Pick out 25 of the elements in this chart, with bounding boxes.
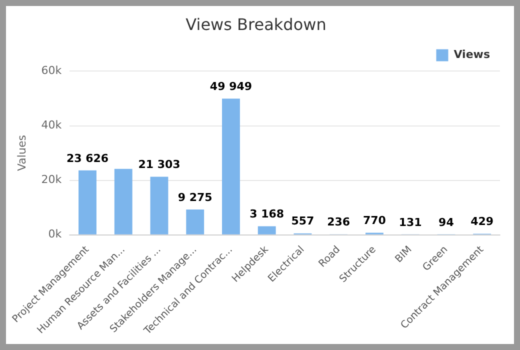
data-label: 23 626 <box>66 152 109 165</box>
data-label: 21 303 <box>138 158 180 172</box>
bar <box>222 98 240 234</box>
legend-label: Views <box>454 48 490 62</box>
bar <box>186 210 204 234</box>
data-label: 770 <box>362 214 386 228</box>
y-tick-label: 60k <box>41 64 62 78</box>
bar <box>150 176 168 234</box>
x-tick-label: BIM <box>393 244 414 266</box>
data-label: 236 <box>327 216 350 229</box>
bar <box>114 168 132 234</box>
bar <box>78 170 96 234</box>
data-label: 131 <box>398 216 422 229</box>
data-label: 49 949 <box>210 80 252 93</box>
data-label: 94 <box>438 216 454 229</box>
data-label: 3 168 <box>250 208 284 221</box>
y-tick-label: 20k <box>41 173 62 186</box>
data-label: 429 <box>470 215 494 228</box>
bar <box>258 226 276 234</box>
y-tick-label: 40k <box>41 118 62 132</box>
y-tick-label: 0k <box>48 228 62 241</box>
data-label: 557 <box>291 214 314 228</box>
chart-title: Views Breakdown <box>186 14 326 34</box>
y-axis-title: Values <box>15 134 28 172</box>
data-label: 9 275 <box>178 190 212 204</box>
